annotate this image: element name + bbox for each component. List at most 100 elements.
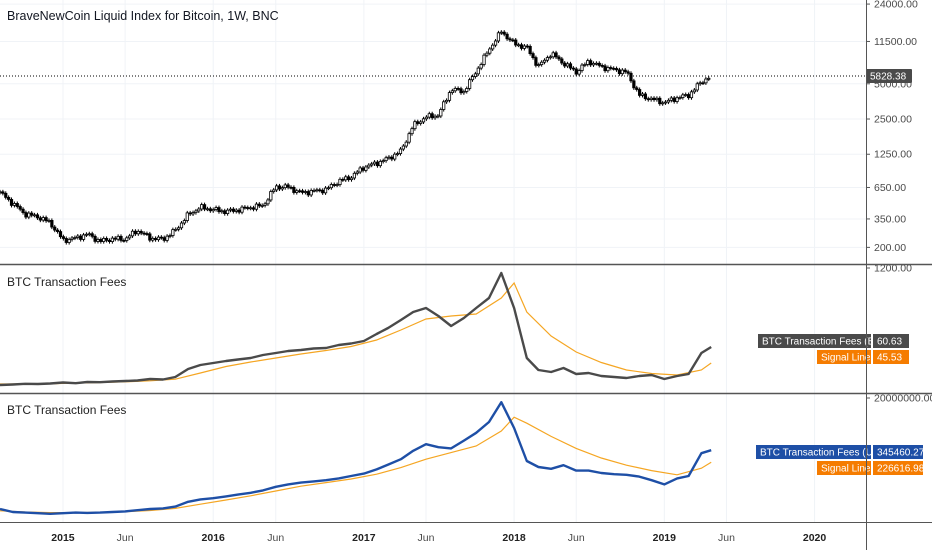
candle-body (531, 53, 535, 58)
candle-body (586, 60, 590, 65)
candle-body (476, 67, 480, 75)
btc-fees-pane[interactable]: BTC Transaction Fees 1200.00 BTC Transac… (0, 263, 912, 387)
candle-body (300, 190, 305, 193)
candle-body (188, 212, 192, 215)
price-tick-label-7: 200.00 (874, 242, 906, 254)
candle-body (617, 69, 622, 75)
candle-body (574, 68, 578, 75)
candle-body (629, 72, 633, 82)
candle-body (347, 176, 351, 181)
candle-body (482, 54, 486, 65)
candle-body (433, 115, 437, 119)
price-pane[interactable]: BraveNewCoin Liquid Index for Bitcoin, 1… (0, 0, 918, 254)
candle-body (7, 196, 11, 200)
candle-body (136, 230, 140, 235)
btc-fees-value-box (873, 334, 909, 348)
candle-body (145, 233, 149, 235)
candle-body (211, 209, 215, 212)
candle-body (306, 191, 310, 196)
candle-body (257, 203, 261, 207)
candle-body (309, 190, 313, 196)
candle-body (361, 167, 365, 171)
usd-fees-pane[interactable]: BTC Transaction Fees 20000000.00 BTC Tra… (0, 393, 932, 515)
candle-body (620, 69, 624, 75)
btc-signal-tag: Signal Line 45.53 (817, 350, 909, 364)
btc-fees-value: 60.63 (877, 337, 902, 348)
candle-body (675, 97, 679, 102)
usd-fees-pane-title: BTC Transaction Fees (7, 403, 126, 417)
candle-body (473, 73, 477, 77)
time-axis[interactable]: 2015 Jun 2016 Jun 2017 Jun 2018 Jun 2019 Jun 2020 (51, 532, 826, 544)
candle-body (571, 67, 575, 70)
time-label-3: Jun (267, 532, 284, 544)
candle-body (352, 172, 356, 179)
candle-body (548, 56, 552, 59)
time-label-2: 2016 (202, 532, 226, 544)
usd-fees-series-name-box (756, 445, 871, 459)
candle-body (687, 94, 691, 99)
candle-body (349, 177, 354, 181)
candle-body (453, 87, 457, 92)
candle-body (130, 230, 135, 237)
candle-body (390, 156, 394, 160)
candle-body (689, 91, 694, 99)
candle-body (666, 99, 671, 103)
candle-body (692, 89, 696, 93)
candle-body (623, 69, 627, 73)
candle-body (24, 212, 28, 218)
btc-fees-series-name: BTC Transaction Fees (BTC) (762, 337, 891, 348)
btc-fees-series-name-box (758, 334, 871, 348)
candle-body (153, 237, 158, 241)
candle-body (326, 187, 331, 190)
candle-body (704, 78, 708, 84)
candle-body (185, 212, 189, 221)
candle-body (102, 238, 106, 242)
candle-body (626, 71, 630, 74)
candle-body (4, 192, 8, 198)
candle-body (401, 145, 405, 150)
candle-body (274, 185, 279, 191)
candle-body (396, 153, 400, 155)
candle-body (525, 45, 529, 48)
candle-body (378, 161, 382, 167)
candle-body (125, 237, 129, 241)
candle-body (107, 239, 112, 242)
candle-body (661, 102, 665, 105)
candle-body (517, 44, 521, 47)
candle-body (542, 59, 547, 63)
candle-body (32, 214, 37, 217)
candle-body (655, 97, 659, 101)
candle-body (393, 153, 397, 160)
candle-body (323, 187, 328, 194)
candle-body (122, 239, 126, 242)
candle-body (427, 113, 431, 118)
candle-body (370, 163, 374, 166)
candle-body (15, 203, 19, 207)
candle-body (462, 91, 466, 94)
candle-body (217, 207, 221, 213)
usd-signal-value-box (873, 461, 923, 475)
candle-body (419, 121, 423, 124)
time-label-8: 2019 (653, 532, 677, 544)
candle-body (159, 236, 163, 239)
candle-body (580, 64, 584, 71)
candle-body (237, 209, 241, 213)
usd-fees-main-line (0, 401, 712, 515)
candle-body (254, 203, 259, 210)
candle-body (442, 101, 446, 110)
candle-body (30, 212, 34, 216)
candle-body (560, 58, 564, 64)
candle-body (387, 156, 391, 159)
candle-body (410, 128, 414, 135)
candle-body (243, 206, 247, 209)
price-tick-label-1: 11500.00 (874, 36, 917, 48)
candle-body (479, 64, 483, 69)
candle-body (44, 217, 48, 222)
candle-body (177, 227, 181, 230)
btc-signal-name: Signal Line (821, 353, 871, 364)
candle-body (194, 210, 198, 213)
candle-body (638, 89, 642, 96)
candle-body (246, 207, 250, 209)
candle-body (444, 99, 449, 103)
